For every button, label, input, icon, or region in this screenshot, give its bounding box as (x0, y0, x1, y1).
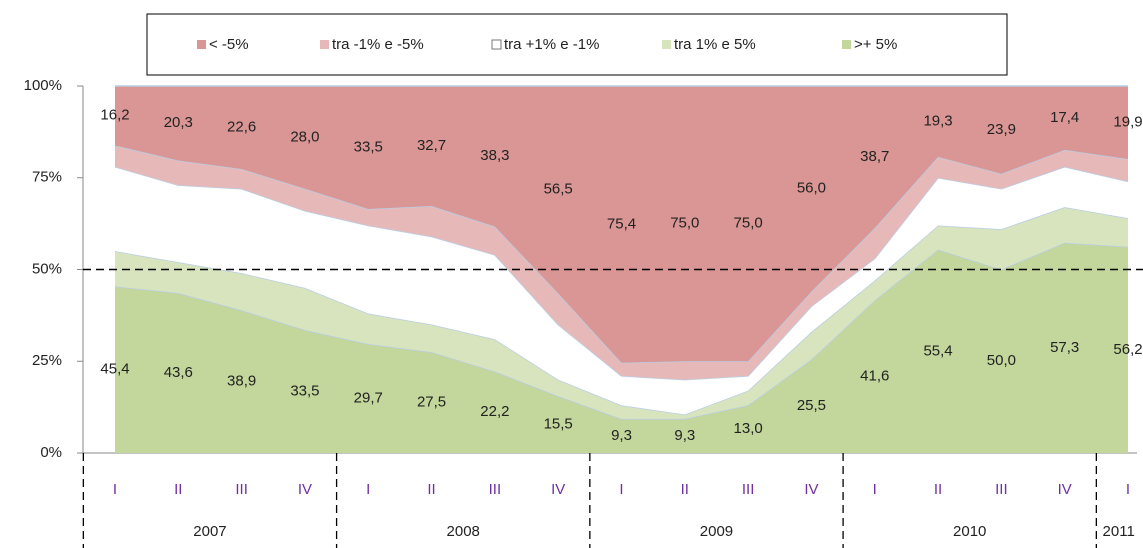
area (115, 242, 1128, 453)
x-group-label: 2009 (700, 523, 733, 540)
x-tick-label: I (873, 481, 877, 498)
data-label: 43,6 (164, 364, 193, 381)
x-tick-label: II (681, 481, 689, 498)
data-label: 38,7 (860, 148, 889, 165)
data-label: 25,5 (797, 397, 826, 414)
area (115, 207, 1128, 419)
x-tick-label: I (113, 481, 117, 498)
data-label: 9,3 (611, 427, 632, 444)
x-group-label: 2010 (953, 523, 986, 540)
data-label: 33,5 (290, 382, 319, 399)
x-tick-label: IV (804, 481, 818, 498)
data-label: 9,3 (674, 427, 695, 444)
data-label: 56,2 (1113, 341, 1142, 358)
area (115, 145, 1128, 380)
x-tick-label: III (995, 481, 1008, 498)
legend-swatch (662, 40, 671, 49)
data-label: 33,5 (354, 138, 383, 155)
y-tick-label: 75% (32, 169, 62, 186)
legend-label: < -5% (209, 36, 249, 53)
data-label: 45,4 (100, 361, 129, 378)
data-label: 22,6 (227, 118, 256, 135)
x-tick-label: IV (551, 481, 565, 498)
x-tick-label: I (619, 481, 623, 498)
x-group-label: 2008 (447, 523, 480, 540)
x-tick-label: III (742, 481, 755, 498)
data-label: 56,5 (544, 181, 573, 198)
legend-label: tra +1% e -1% (504, 36, 599, 53)
data-label: 20,3 (164, 114, 193, 131)
x-group-label: 2007 (193, 523, 226, 540)
data-label: 57,3 (1050, 339, 1079, 356)
data-label: 38,3 (480, 147, 509, 164)
data-label: 38,9 (227, 373, 256, 390)
data-label: 28,0 (290, 128, 319, 145)
legend-swatch (842, 40, 851, 49)
data-label: 56,0 (797, 180, 826, 197)
x-tick-label: III (235, 481, 248, 498)
x-tick-label: II (174, 481, 182, 498)
data-label: 29,7 (354, 389, 383, 406)
legend-swatch (197, 40, 206, 49)
data-label: 55,4 (923, 342, 952, 359)
data-label: 23,9 (987, 121, 1016, 138)
data-label: 13,0 (734, 420, 763, 437)
data-label: 50,0 (987, 352, 1016, 369)
legend-box (146, 13, 1008, 76)
y-tick-label: 25% (32, 352, 62, 369)
area (115, 86, 1128, 363)
data-label: 19,3 (923, 112, 952, 129)
x-tick-label: I (1126, 481, 1130, 498)
data-label: 32,7 (417, 137, 446, 154)
x-group-label: 2011 (1103, 523, 1135, 540)
x-tick-label: I (366, 481, 370, 498)
data-label: 19,9 (1113, 113, 1142, 130)
data-label: 75,0 (734, 215, 763, 232)
x-tick-label: IV (298, 481, 312, 498)
data-label: 75,0 (670, 215, 699, 232)
data-label: 75,4 (607, 215, 636, 232)
x-tick-label: IV (1058, 481, 1072, 498)
legend-swatch (491, 39, 502, 50)
y-tick-label: 100% (24, 77, 62, 94)
legend-swatch (320, 40, 329, 49)
data-label: 15,5 (544, 416, 573, 433)
data-label: 17,4 (1050, 109, 1079, 126)
x-tick-label: III (489, 481, 502, 498)
y-tick-label: 50% (32, 260, 62, 277)
data-label: 22,2 (480, 403, 509, 420)
data-label: 27,5 (417, 394, 446, 411)
x-tick-label: II (934, 481, 942, 498)
legend-label: >+ 5% (854, 36, 897, 53)
legend-label: tra -1% e -5% (332, 36, 424, 53)
data-label: 41,6 (860, 368, 889, 385)
x-tick-label: II (427, 481, 435, 498)
legend-label: tra 1% e 5% (674, 36, 756, 53)
area (115, 166, 1128, 415)
y-tick-label: 0% (40, 444, 62, 461)
data-label: 16,2 (100, 107, 129, 124)
